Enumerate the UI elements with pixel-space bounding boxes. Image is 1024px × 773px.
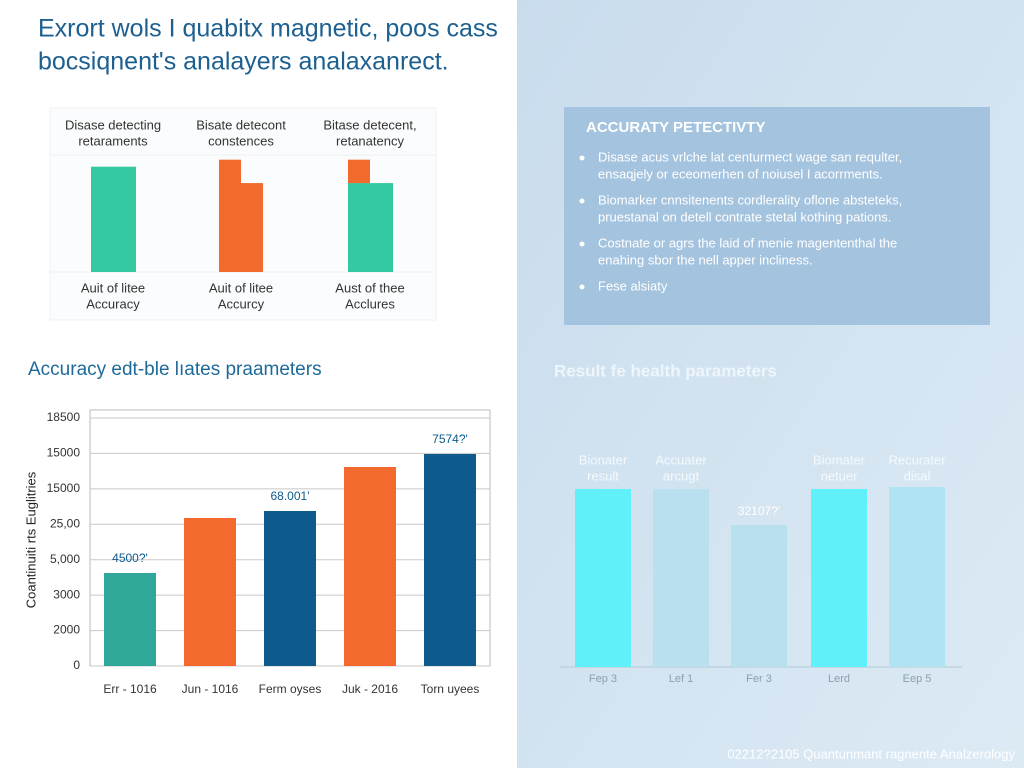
panel-bottom-label: Accurcy bbox=[218, 296, 265, 311]
bar-top-label: arcugt bbox=[663, 468, 700, 483]
panel-bar bbox=[241, 183, 263, 272]
panel-bottom-label: Aust of thee bbox=[335, 280, 404, 295]
x-tick-label: Torn uyees bbox=[421, 682, 480, 696]
x-tick-label: Juk - 2016 bbox=[342, 682, 398, 696]
bullet-text: Fese alsiaty bbox=[598, 278, 668, 293]
bar-top-label: Recurater bbox=[888, 452, 946, 467]
y-tick-label: 25,00 bbox=[50, 516, 80, 530]
bar-top-label: netuer bbox=[821, 468, 859, 483]
panel-top-label: Disase detecting bbox=[65, 117, 161, 132]
faint-bar bbox=[653, 489, 709, 667]
panel-bottom-label: Auit of litee bbox=[209, 280, 273, 295]
panel-bar bbox=[348, 183, 393, 272]
bullet-text: Disase acus vrlche lat centurmect wage s… bbox=[598, 149, 902, 164]
bullet-text: enahing sbor the nell apper incliness. bbox=[598, 252, 813, 267]
header-title: Exrort wols I quabitx magnetic, poos cas… bbox=[38, 15, 498, 43]
panel-bar bbox=[91, 166, 136, 272]
bar-top-label: disal bbox=[904, 468, 931, 483]
bullet-dot bbox=[579, 241, 585, 247]
bullet-text: Costnate or agrs the laid of menie magen… bbox=[598, 235, 897, 250]
bar bbox=[264, 510, 316, 666]
info-box bbox=[564, 107, 990, 325]
bar bbox=[104, 572, 156, 666]
bar-top-label: Accuater bbox=[655, 452, 707, 467]
bar bbox=[424, 453, 476, 666]
footer: 02212?2105 Quantunmant ragnente Analzero… bbox=[727, 746, 1015, 761]
bullet-text: ensaqjely or eceomerhen of noiusel I aco… bbox=[598, 166, 883, 181]
value-label: 32107?' bbox=[738, 504, 780, 518]
bullet-text: Biomarker cnnsitenents cordlerality oflo… bbox=[598, 192, 902, 207]
x-tick-label: Fer 3 bbox=[746, 673, 772, 685]
y-tick-label: 5,000 bbox=[50, 552, 80, 566]
value-label: 7574?' bbox=[432, 432, 468, 446]
faint-bar bbox=[889, 487, 945, 667]
y-tick-label: 15000 bbox=[47, 446, 81, 460]
bullet-text: pruestanal on detell contrate stetal kot… bbox=[598, 209, 891, 224]
header-title: bocsiqnent's analayers analaxanrect. bbox=[38, 48, 449, 76]
y-tick-label: 2000 bbox=[53, 623, 80, 637]
panel-bar bbox=[348, 159, 370, 184]
panel-top-label: Bisate detecont bbox=[196, 117, 286, 132]
x-tick-label: Lerd bbox=[828, 673, 850, 685]
bar-top-label: Biomater bbox=[813, 452, 866, 467]
value-label: 68.001' bbox=[271, 489, 310, 503]
panel-top-label: retaraments bbox=[78, 133, 148, 148]
y-tick-label: 3000 bbox=[53, 587, 80, 601]
bar bbox=[184, 517, 236, 666]
panel-bottom-label: Acclures bbox=[345, 296, 395, 311]
value-label: 4500?' bbox=[112, 551, 148, 565]
chart-title: Result fe health parameters bbox=[554, 361, 777, 380]
panel-top-label: retanatency bbox=[336, 133, 404, 148]
y-tick-label: 15000 bbox=[47, 481, 81, 495]
x-tick-label: Lef 1 bbox=[669, 673, 693, 685]
faint-bar bbox=[575, 489, 631, 667]
bullet-dot bbox=[579, 155, 585, 161]
y-tick-label: 0 bbox=[73, 658, 80, 672]
info-title: ACCURATY PETECTIVTY bbox=[586, 119, 765, 136]
x-tick-label: Err - 1016 bbox=[103, 682, 157, 696]
chart-title: Accuracy edt-ble lıates praameters bbox=[28, 359, 322, 380]
y-tick-label: 18500 bbox=[47, 410, 81, 424]
panel-top-label: constences bbox=[208, 133, 274, 148]
panel-bar bbox=[219, 159, 241, 272]
panel-bottom-label: Accuracy bbox=[86, 296, 140, 311]
bullet-dot bbox=[579, 284, 585, 290]
x-tick-label: Eep 5 bbox=[903, 673, 932, 685]
faint-bar bbox=[811, 489, 867, 667]
bar-top-label: Bionater bbox=[579, 452, 628, 467]
faint-bar bbox=[731, 525, 787, 667]
x-tick-label: Jun - 1016 bbox=[182, 682, 239, 696]
panel-bottom-label: Auit of litee bbox=[81, 280, 145, 295]
bullet-dot bbox=[579, 198, 585, 204]
panel-top-label: Bitase detecent, bbox=[323, 117, 416, 132]
x-tick-label: Ferm oyses bbox=[259, 682, 322, 696]
y-axis-label: Coantinuiti rts Euglitries bbox=[23, 471, 38, 608]
x-tick-label: Fep 3 bbox=[589, 673, 617, 685]
bar bbox=[344, 467, 396, 666]
bar-top-label: result bbox=[587, 468, 619, 483]
